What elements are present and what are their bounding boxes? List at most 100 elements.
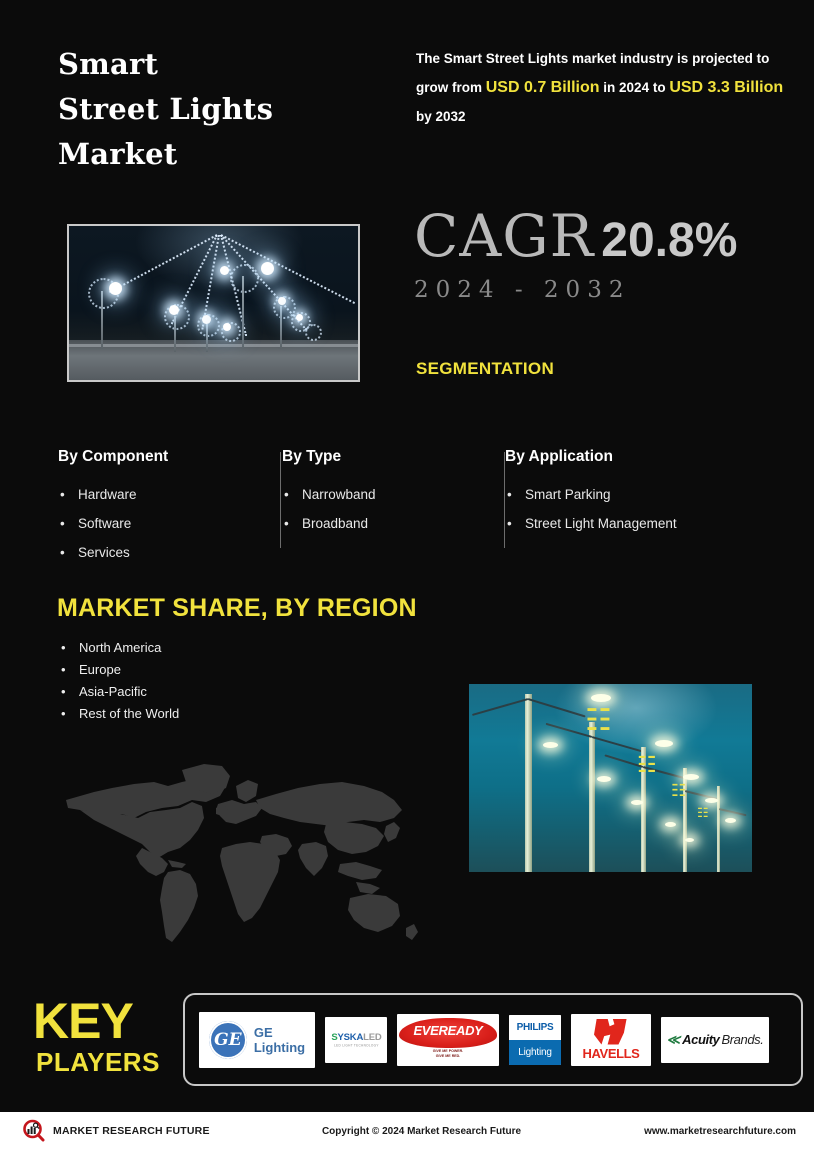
lamp-pole [641, 747, 646, 872]
havells-mark-icon [594, 1018, 627, 1045]
segmentation-item: Broadband [282, 509, 504, 538]
street-light-glow [169, 305, 179, 315]
eveready-tagline-1: GIVE ME POWER. [432, 1048, 464, 1053]
world-map-landmasses [66, 764, 418, 942]
region-item: Europe [58, 659, 388, 681]
lamp-pole [525, 694, 532, 872]
projection-part-3: by 2032 [416, 109, 466, 124]
network-ring [230, 264, 259, 293]
logo-eveready[interactable]: EVEREADY GIVE ME POWER. GIVE ME RED. [397, 1013, 499, 1066]
lamp-arm [471, 698, 529, 716]
philips-wordmark: PHILIPS [509, 1014, 561, 1040]
street-light-glow [278, 297, 286, 305]
title-line-2: Street Lights [58, 92, 274, 126]
lamp-arm [718, 808, 747, 817]
logo-ge-lighting[interactable]: GE GE Lighting [199, 1011, 315, 1068]
network-ring [305, 324, 322, 341]
syska-brand: YSKA [337, 1031, 363, 1043]
lamp-head [685, 838, 694, 842]
page-title: Smart Street Lights Market [58, 42, 388, 177]
segmentation-column-type: By Type Narrowband Broadband [281, 448, 504, 567]
ge-monogram-icon: GE [208, 1020, 247, 1059]
cagr-headline: CAGR 20.8% [414, 207, 737, 265]
cagr-label: CAGR [414, 202, 595, 270]
ge-text-bottom: Lighting [253, 1039, 306, 1055]
wifi-icon: ☷ [671, 781, 687, 800]
cagr-period: 2024 - 2032 [414, 277, 631, 303]
hero-night-highway-image [67, 224, 360, 382]
lamp-head [683, 774, 699, 780]
light-pole [101, 291, 103, 349]
region-item: North America [58, 637, 388, 659]
logo-havells[interactable]: HAVELLS [571, 1013, 651, 1066]
network-ring [291, 312, 311, 332]
street-light-glow [223, 323, 231, 331]
key-players-logo-strip: GE GE Lighting SYSKALED LED LIGHT TECHNO… [183, 993, 803, 1086]
projection-value-2032: USD 3.3 Billion [669, 79, 784, 96]
lamp-pole [589, 722, 595, 872]
market-research-future-logo-icon [22, 1119, 46, 1143]
eveready-blob-icon [399, 1017, 497, 1048]
lamp-head [705, 798, 718, 803]
lamp-head [665, 822, 676, 827]
projection-value-2024: USD 0.7 Billion [485, 79, 600, 96]
title-line-3: Market [58, 137, 178, 171]
street-light-glow [261, 262, 274, 275]
projection-part-2: in 2024 to [599, 80, 670, 95]
segmentation-column-application: By Application Smart Parking Street Ligh… [505, 448, 765, 567]
acuity-wordmark-light: Brands. [721, 1032, 764, 1047]
street-light-glow [109, 282, 122, 295]
acuity-swoosh-icon: ≪ [666, 1031, 681, 1047]
magnifier-chart-icon [23, 1119, 45, 1142]
havells-wordmark: HAVELLS [582, 1045, 640, 1061]
segmentation-column-component: By Component Hardware Software Services [58, 448, 280, 567]
footer-brand-text: MARKET RESEARCH FUTURE [53, 1125, 210, 1137]
key-players-line-1: KEY [33, 993, 134, 1049]
title-line-1: Smart [58, 47, 159, 81]
acuity-wordmark-bold: Acuity [682, 1032, 720, 1047]
segmentation-title: By Type [282, 448, 342, 465]
logo-syska-led[interactable]: SYSKALED LED LIGHT TECHNOLOGY [325, 1016, 387, 1063]
lamp-head [591, 694, 611, 702]
market-projection-text: The Smart Street Lights market industry … [416, 44, 788, 131]
wifi-icon: ☷ [697, 805, 709, 820]
street-light-glow [202, 315, 211, 324]
segmentation-label: SEGMENTATION [416, 359, 555, 378]
lamp-head [655, 740, 673, 747]
logo-philips-lighting[interactable]: PHILIPS Lighting [509, 1014, 561, 1065]
segmentation-item: Street Light Management [505, 509, 765, 538]
segmentation-item: Software [58, 509, 280, 538]
eveready-tagline-2: GIVE ME RED. [435, 1053, 461, 1058]
region-item: Rest of the World [58, 703, 388, 725]
logo-acuity-brands[interactable]: ≪ Acuity Brands. [661, 1016, 769, 1063]
sky-glow [553, 684, 719, 756]
segmentation-columns: By Component Hardware Software Services … [58, 448, 768, 567]
footer-brand[interactable]: MARKET RESEARCH FUTURE [22, 1119, 282, 1143]
lamp-pole [683, 768, 687, 872]
footer-url[interactable]: www.marketresearchfuture.com [644, 1125, 796, 1137]
market-share-region-list: North America Europe Asia-Pacific Rest o… [58, 637, 388, 725]
cagr-block: CAGR 20.8% 2024 - 2032 [414, 207, 737, 303]
region-item: Asia-Pacific [58, 681, 388, 703]
segmentation-title: By Component [58, 448, 169, 465]
light-pole [174, 316, 176, 352]
segmentation-title: By Application [505, 448, 613, 465]
lamp-head [725, 818, 736, 823]
syska-suffix: LED [362, 1031, 382, 1043]
network-ring [221, 322, 241, 342]
lamp-pole [717, 786, 720, 872]
eveready-wordmark: EVEREADY [413, 1022, 483, 1038]
lamp-head [543, 742, 558, 748]
light-pole [206, 324, 208, 352]
wifi-icon: ☷ [585, 704, 612, 737]
world-map-svg [66, 764, 418, 942]
syska-mark-icon: S [330, 1031, 338, 1043]
ge-text-top: GE [253, 1024, 273, 1040]
cagr-value: 20.8% [601, 214, 738, 267]
street-light-glow [220, 266, 229, 275]
key-players-heading: KEY PLAYERS [33, 995, 160, 1077]
wifi-icon: ☷ [637, 752, 657, 777]
segmentation-item: Services [58, 538, 280, 567]
light-pole [280, 306, 282, 348]
